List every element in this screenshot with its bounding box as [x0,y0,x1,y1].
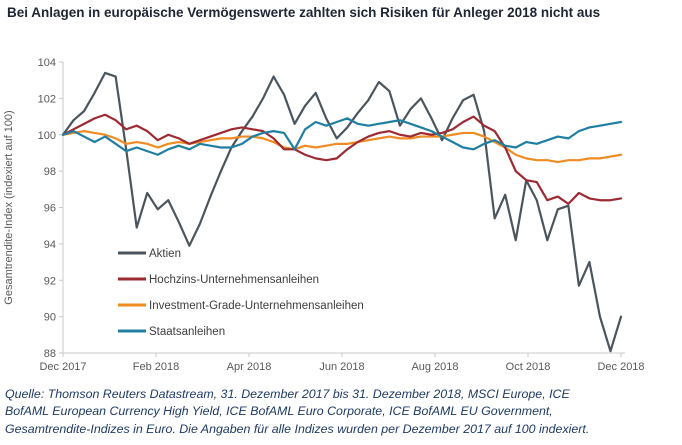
y-tick-label: 96 [44,203,56,215]
y-tick-label: 100 [38,130,56,142]
y-tick-label: 90 [44,312,56,324]
y-tick-label: 94 [44,239,56,251]
chart-title: Bei Anlagen in europäische Vermögenswert… [7,5,601,20]
x-tick-label: Apr 2018 [227,361,272,373]
y-tick-label: 104 [38,57,56,69]
y-tick-label: 92 [44,275,56,287]
series-line-hochzins-unternehmensanleihen [61,113,623,205]
series-line-aktien [61,71,623,353]
source-line-3: Gesamtrendite-Indizes in Euro. Die Angab… [5,421,590,436]
source-line-1: Quelle: Thomson Reuters Datastream, 31. … [5,387,570,401]
x-tick-label: Dec 2017 [39,361,86,373]
x-tick-label: Dec 2018 [597,361,644,373]
series-line-staatsanleihen [61,117,623,156]
chart-canvas: 88 90 92 94 96 98 100 102 104 Dec 2017 Feb 2018 Apr… [3,57,645,373]
x-tick-label: Aug 2018 [411,361,458,373]
total-return-line-chart: 88 90 92 94 96 98 100 102 104 Dec 2017 Feb 2018 Apr… [0,48,682,380]
legend-label: Aktien [149,248,181,260]
legend-label: Hochzins-Unternehmensanleihen [149,274,319,286]
y-axis-title: Gesamtrendite-Index (indexiert auf 100) [3,110,15,304]
y-tick-label: 102 [38,93,56,105]
y-tick-label: 88 [44,348,56,360]
x-tick-label: Jun 2018 [319,361,364,373]
x-tick-label: Feb 2018 [133,361,179,373]
series-line-investment-grade-unternehmensanleihen [61,130,623,164]
source-line-2: BofAML European Currency High Yield, ICE… [5,404,553,419]
source-note: Quelle: Thomson Reuters Datastream, 31. … [5,386,681,438]
legend-label: Investment-Grade-Unternehmensanleihen [149,300,364,312]
y-tick-label: 98 [44,166,56,178]
x-tick-label: Oct 2018 [506,361,551,373]
legend-label: Staatsanleihen [149,326,225,338]
